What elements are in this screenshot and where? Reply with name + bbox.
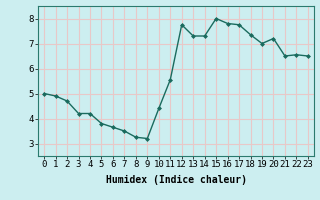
X-axis label: Humidex (Indice chaleur): Humidex (Indice chaleur) <box>106 175 246 185</box>
